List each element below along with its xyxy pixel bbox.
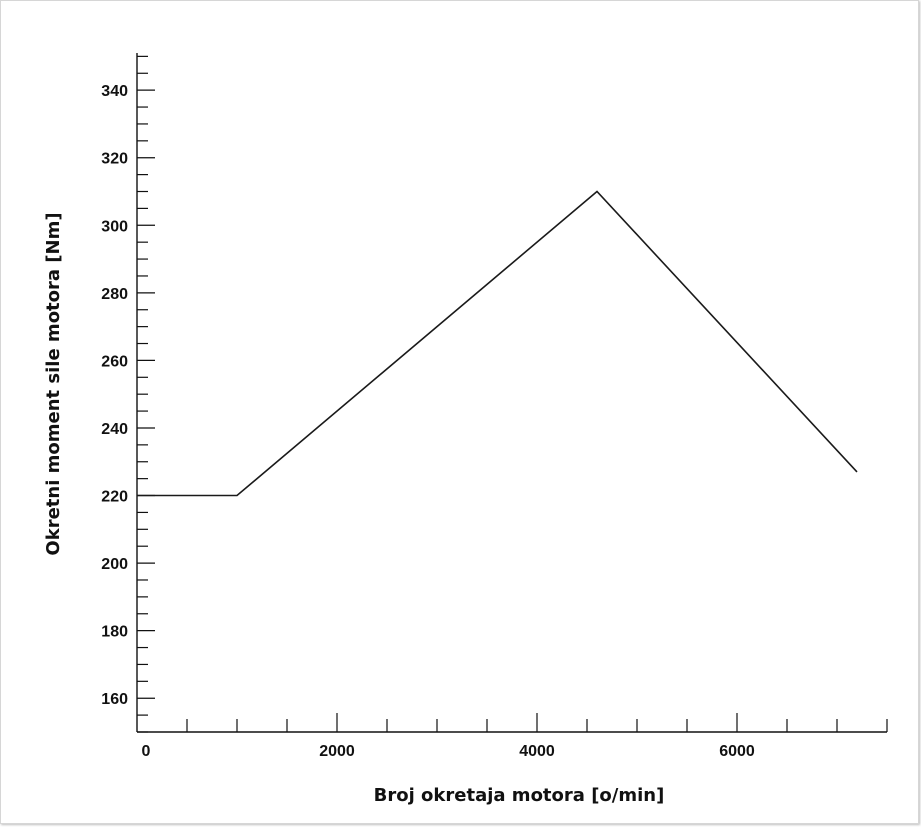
y-tick-label: 220 [101,489,128,506]
x-axis-title: Broj okretaja motora [o/min] [374,785,665,806]
y-tick-label: 180 [101,624,128,641]
y-tick-label: 200 [101,556,128,573]
x-tick-label: 0 [142,743,151,760]
x-tick-label: 4000 [519,743,555,760]
y-tick-label: 320 [101,151,128,168]
series [137,190,858,497]
y-tick-label: 280 [101,286,128,303]
y-tick-label: 260 [101,353,128,370]
axes [136,53,887,733]
y-tick-label: 300 [101,218,128,235]
y-axis-title: Okretni moment sile motora [Nm] [43,212,64,555]
x-tick-label: 2000 [319,743,355,760]
y-tick-label: 160 [101,691,128,708]
x-tick-label: 6000 [719,743,755,760]
y-tick-label: 340 [101,83,128,100]
y-tick-label: 240 [101,421,128,438]
series-line [137,190,858,497]
ticks: 160 180 200 220 240 260 280 300 320 340 0 2000 4000 6… [101,55,888,760]
